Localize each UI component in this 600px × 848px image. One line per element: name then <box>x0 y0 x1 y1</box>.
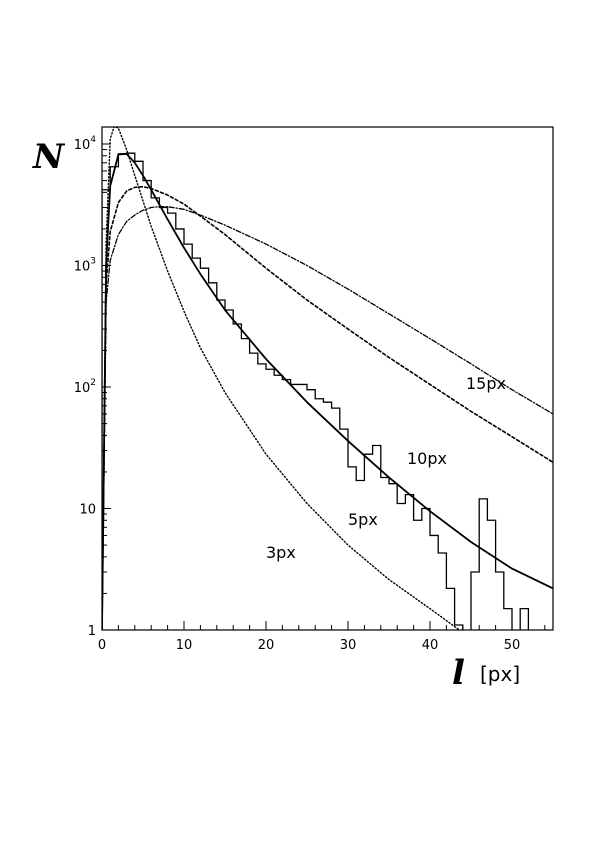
y-tick-base: 1 <box>88 624 96 639</box>
x-tick-label: 20 <box>258 638 275 653</box>
y-tick-base: 10 <box>74 381 91 396</box>
y-tick-base: 10 <box>74 260 91 275</box>
y-tick-exponent: 2 <box>90 378 96 388</box>
x-tick-label: 30 <box>340 638 357 653</box>
x-axis-unit: [px] <box>480 662 520 686</box>
x-tick-label: 40 <box>422 638 439 653</box>
x-tick-label: 10 <box>176 638 193 653</box>
plot-frame <box>101 126 554 631</box>
y-tick-base: 10 <box>74 138 91 153</box>
series-line-10px <box>102 185 553 630</box>
series-label-5px: 5px <box>348 510 378 529</box>
x-tick-label: 0 <box>98 638 106 653</box>
histogram <box>102 152 530 630</box>
y-tick-label: 104 <box>74 135 97 153</box>
y-tick-label: 103 <box>74 257 96 275</box>
x-axis: 0 10 20 30 40 50 <box>98 621 546 653</box>
series-line-3px <box>102 127 461 630</box>
series-label-15px: 15px <box>466 374 506 393</box>
y-axis-label: N <box>32 137 66 177</box>
y-tick-exponent: 4 <box>90 135 96 145</box>
series-label-10px: 10px <box>407 449 447 468</box>
y-tick-exponent: 3 <box>90 257 96 267</box>
series-line-15px <box>102 206 553 630</box>
y-tick-base: 10 <box>79 503 96 518</box>
y-tick-label: 10 <box>79 503 96 518</box>
y-tick-label: 1 <box>88 624 96 639</box>
x-axis-label: l <box>452 653 465 693</box>
y-tick-label: 102 <box>74 378 96 396</box>
series-label-3px: 3px <box>266 543 296 562</box>
histogram-bars <box>102 152 530 630</box>
x-tick-label: 50 <box>504 638 521 653</box>
